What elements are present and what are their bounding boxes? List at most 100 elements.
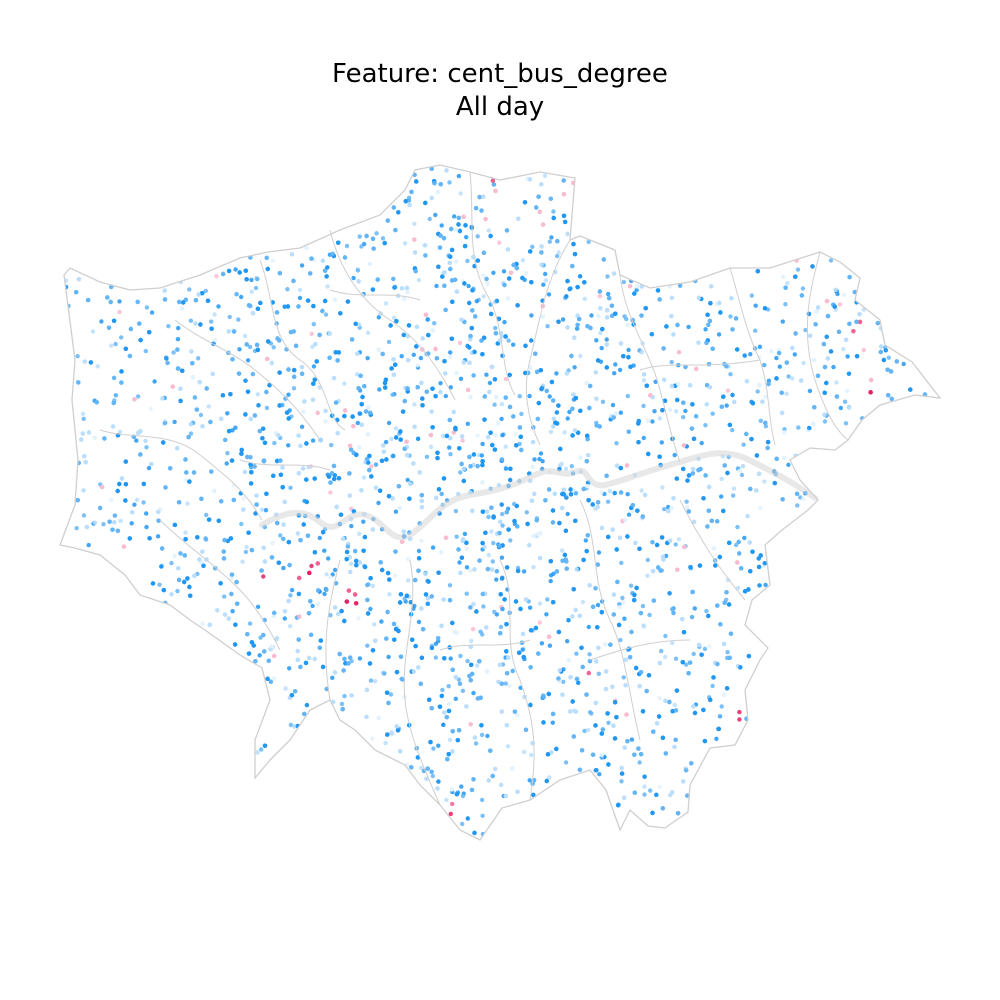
bus-stop-point bbox=[710, 683, 715, 689]
bus-stop-point bbox=[488, 748, 493, 753]
bus-stop-point bbox=[190, 361, 195, 366]
bus-stop-point bbox=[612, 700, 618, 705]
bus-stop-point bbox=[554, 421, 560, 426]
bus-stop-point bbox=[457, 340, 463, 346]
bus-stop-point bbox=[438, 182, 443, 187]
bus-stop-point bbox=[594, 396, 599, 401]
bus-stop-point bbox=[571, 241, 576, 247]
bus-stop-point bbox=[137, 321, 142, 326]
bus-stop-point bbox=[724, 403, 729, 408]
bus-stop-point bbox=[485, 733, 490, 739]
bus-stop-point bbox=[376, 347, 381, 352]
bus-stop-point bbox=[725, 650, 730, 655]
bus-stop-point bbox=[492, 447, 498, 452]
bus-stop-point bbox=[793, 331, 798, 336]
bus-stop-point bbox=[499, 457, 505, 462]
bus-stop-point bbox=[564, 294, 569, 299]
bus-stop-point bbox=[626, 512, 632, 517]
bus-stop-point bbox=[599, 345, 604, 351]
bus-stop-point bbox=[758, 418, 763, 423]
bus-stop-point bbox=[229, 591, 234, 597]
bus-stop-point bbox=[448, 350, 453, 355]
bus-stop-point bbox=[508, 270, 514, 275]
bus-stop-point bbox=[528, 628, 534, 633]
bus-stop-point bbox=[571, 734, 576, 739]
bus-stop-point bbox=[537, 555, 543, 561]
bus-stop-point bbox=[568, 492, 574, 497]
bus-stop-point bbox=[547, 775, 552, 780]
bus-stop-point bbox=[504, 622, 509, 627]
bus-stop-point bbox=[424, 389, 429, 394]
bus-stop-point bbox=[327, 331, 332, 336]
bus-stop-point bbox=[457, 228, 463, 234]
bus-stop-point bbox=[532, 491, 537, 496]
bus-stop-point bbox=[740, 464, 746, 469]
bus-stop-point bbox=[304, 477, 309, 482]
bus-stop-point bbox=[415, 436, 421, 441]
bus-stop-point bbox=[233, 425, 238, 430]
title-line-feature: Feature: cent_bus_degree bbox=[332, 59, 668, 89]
bus-stop-point bbox=[82, 359, 88, 364]
bus-stop-point bbox=[259, 568, 264, 573]
bus-stop-point bbox=[365, 330, 371, 335]
bus-stop-point bbox=[786, 374, 791, 379]
bus-stop-point bbox=[636, 440, 641, 445]
bus-stop-point bbox=[441, 236, 447, 241]
bus-stop-point bbox=[92, 435, 97, 440]
bus-stop-point bbox=[447, 701, 452, 706]
bus-stop-point bbox=[634, 287, 639, 293]
bus-stop-point bbox=[419, 498, 424, 504]
bus-stop-point bbox=[346, 661, 351, 666]
bus-stop-point bbox=[413, 268, 418, 274]
bus-stop-point bbox=[129, 521, 134, 526]
bus-stop-point bbox=[471, 690, 476, 696]
bus-stop-point bbox=[201, 563, 206, 568]
bus-stop-point bbox=[875, 320, 881, 326]
bus-stop-point bbox=[518, 606, 523, 612]
bus-stop-point bbox=[254, 502, 259, 507]
title-line-period: All day bbox=[455, 92, 545, 122]
bus-stop-point bbox=[331, 375, 337, 381]
bus-stop-point bbox=[596, 645, 601, 650]
bus-stop-point bbox=[186, 434, 191, 440]
bus-stop-point bbox=[481, 250, 487, 255]
bus-stop-point bbox=[277, 271, 283, 276]
bus-stop-point bbox=[459, 555, 465, 560]
bus-stop-point bbox=[424, 454, 430, 459]
bus-stop-point bbox=[572, 365, 577, 370]
bus-stop-point bbox=[387, 592, 392, 597]
bus-stop-point bbox=[503, 334, 508, 339]
bus-stop-point bbox=[618, 341, 624, 346]
bus-stop-point bbox=[282, 609, 288, 614]
bus-stop-point bbox=[546, 292, 552, 297]
bus-stop-point bbox=[772, 480, 777, 486]
bus-stop-point bbox=[226, 268, 232, 274]
bus-stop-point bbox=[413, 577, 418, 583]
bus-stop-point bbox=[296, 433, 301, 438]
bus-stop-point bbox=[504, 228, 510, 233]
bus-stop-point bbox=[586, 498, 591, 503]
bus-stop-point bbox=[250, 371, 256, 377]
bus-stop-point bbox=[622, 745, 627, 750]
bus-stop-point bbox=[727, 540, 732, 545]
bus-stop-point bbox=[203, 288, 208, 294]
bus-stop-point bbox=[672, 452, 677, 458]
bus-stop-point bbox=[659, 535, 665, 540]
bus-stop-point bbox=[224, 461, 229, 466]
bus-stop-point bbox=[595, 358, 601, 363]
bus-stop-point bbox=[560, 317, 566, 322]
bus-stop-point bbox=[600, 326, 605, 332]
bus-stop-point bbox=[613, 311, 618, 316]
bus-stop-point bbox=[234, 292, 239, 297]
bus-stop-point bbox=[250, 311, 256, 316]
bus-stop-point bbox=[558, 446, 563, 452]
bus-stop-point bbox=[390, 392, 395, 397]
bus-stop-point bbox=[271, 345, 276, 350]
bus-stop-point bbox=[449, 247, 455, 253]
bus-stop-point bbox=[632, 597, 637, 603]
bus-stop-point bbox=[157, 582, 162, 587]
bus-stop-point bbox=[398, 654, 404, 659]
bus-stop-point bbox=[401, 332, 406, 338]
bus-stop-point bbox=[510, 766, 515, 771]
bus-stop-point bbox=[81, 513, 87, 518]
